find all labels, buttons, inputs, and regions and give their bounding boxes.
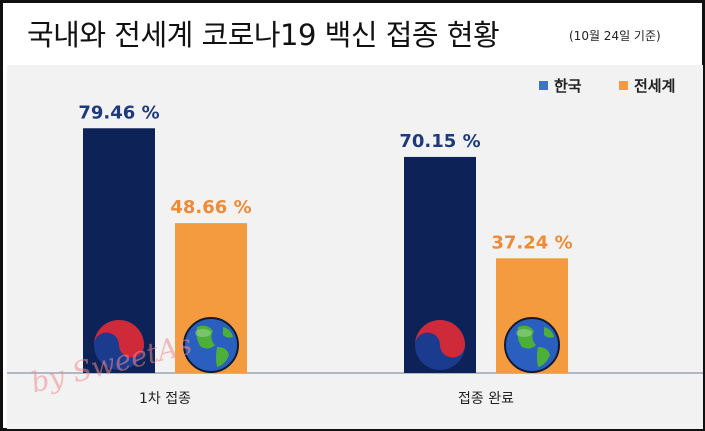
- globe-icon: [504, 317, 560, 373]
- plot-area: 79.46 % 48.66 % 1차 접종 70.15 % 37.24 % 접종 완료 한…: [7, 65, 703, 429]
- legend-swatch-korea: [539, 81, 548, 90]
- taegeuk-icon: [415, 320, 465, 370]
- bar-chart: 79.46 % 48.66 % 1차 접종 70.15 % 37.24 % 접종 완료: [7, 102, 703, 407]
- x-tick-label-1: 1차 접종: [139, 391, 191, 407]
- legend-item-korea: 한국: [539, 75, 582, 96]
- legend-swatch-world: [619, 81, 628, 90]
- data-label-world-1: 48.66 %: [170, 197, 251, 218]
- chart-title: 국내와 전세계 코로나19 백신 접종 현황: [27, 18, 500, 52]
- data-label-korea-2: 70.15 %: [399, 131, 480, 152]
- legend-item-world: 전세계: [619, 75, 675, 96]
- data-label-korea-1: 79.46 %: [78, 102, 159, 123]
- x-tick-label-2: 접종 완료: [458, 391, 514, 407]
- data-label-world-2: 37.24 %: [491, 232, 572, 253]
- legend-label-world: 전세계: [634, 77, 676, 95]
- legend-label-korea: 한국: [554, 77, 582, 95]
- chart-subtitle: (10월 24일 기준): [569, 29, 661, 43]
- taegeuk-icon: [94, 320, 144, 370]
- globe-icon: [183, 317, 239, 373]
